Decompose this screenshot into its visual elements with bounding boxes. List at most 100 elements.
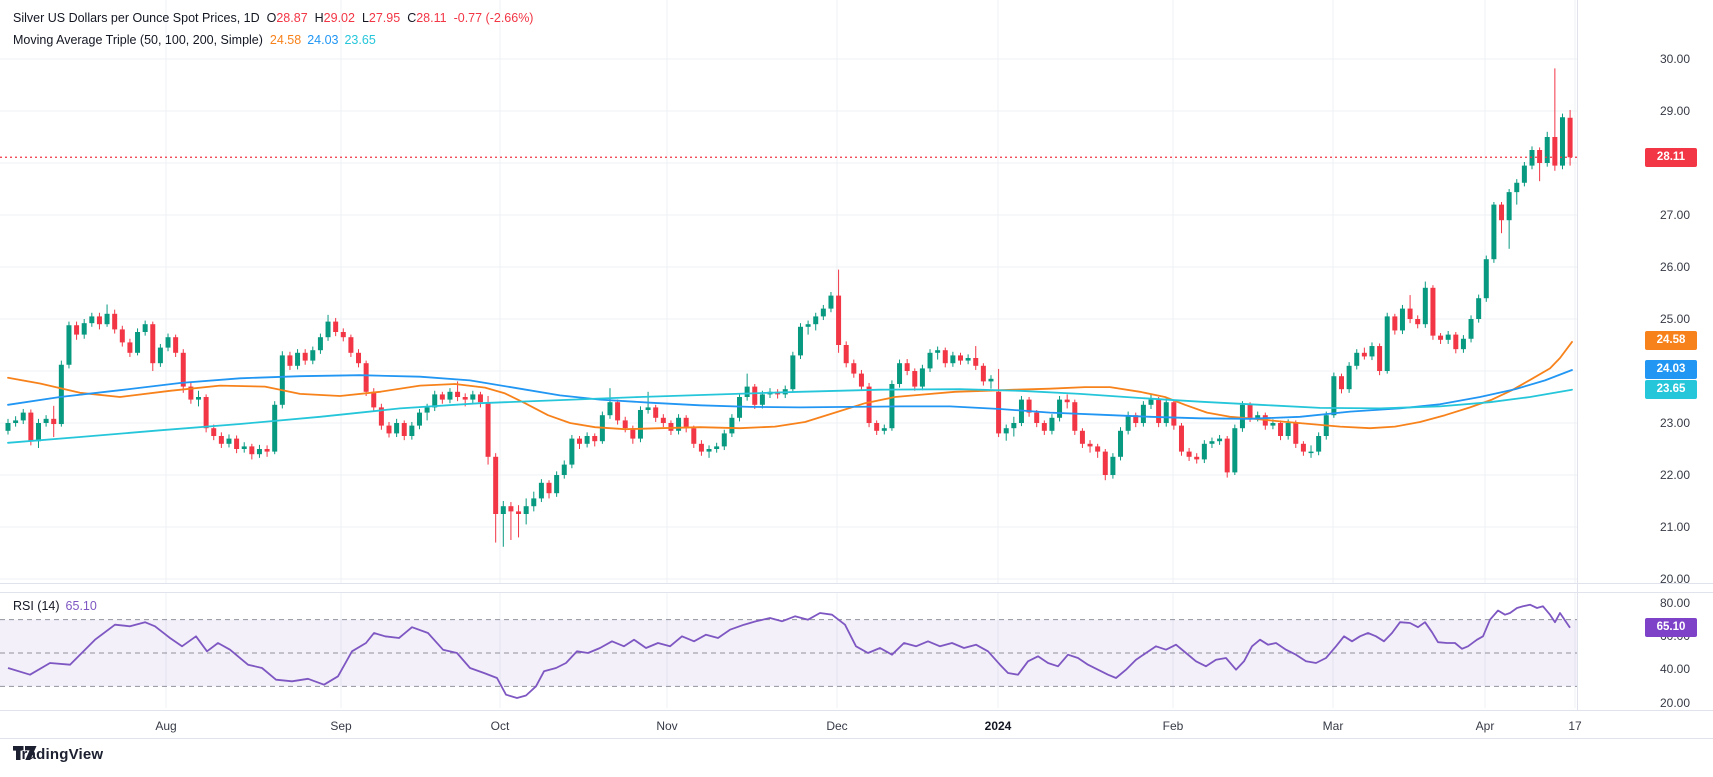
candle-body bbox=[1095, 446, 1101, 452]
candle-body bbox=[1064, 399, 1070, 403]
candle-body bbox=[173, 337, 179, 353]
pane-separator-top[interactable] bbox=[0, 583, 1713, 584]
rsi-line[interactable] bbox=[7, 603, 1571, 699]
ma-line-200[interactable] bbox=[7, 388, 1573, 444]
rsi-axis-label: 80.00 bbox=[1659, 595, 1690, 610]
candle-body bbox=[477, 394, 483, 403]
candle-body bbox=[1285, 423, 1291, 436]
low-label: L bbox=[361, 11, 369, 25]
ma-legend-row[interactable]: Moving Average Triple (50, 100, 200, Sim… bbox=[13, 32, 533, 48]
candle-body bbox=[851, 363, 857, 374]
candle-body bbox=[660, 417, 666, 423]
price-axis-border bbox=[1577, 0, 1578, 710]
candle-body bbox=[127, 342, 133, 353]
candle-body bbox=[714, 446, 720, 449]
candle-body bbox=[1331, 376, 1337, 416]
candle-body bbox=[1201, 443, 1207, 460]
candle-body bbox=[759, 394, 765, 405]
attribution-border bbox=[0, 738, 1713, 739]
rsi-legend-row[interactable]: RSI (14) 65.10 bbox=[13, 599, 97, 613]
candle-body bbox=[546, 482, 552, 494]
candle-body bbox=[1392, 316, 1398, 331]
candle-body bbox=[1438, 335, 1444, 340]
candle-body bbox=[211, 428, 217, 436]
candle-body bbox=[1537, 150, 1543, 163]
candle-body bbox=[1171, 402, 1177, 426]
time-axis-label: 17 bbox=[1568, 719, 1582, 733]
candle-body bbox=[1415, 319, 1421, 325]
candle-body bbox=[744, 386, 750, 397]
candlestick-series[interactable] bbox=[5, 68, 1573, 547]
candle-body bbox=[1316, 436, 1322, 452]
candle-body bbox=[950, 355, 956, 364]
symbol-legend-row[interactable]: Silver US Dollars per Ounce Spot Prices,… bbox=[13, 10, 533, 26]
candle-body bbox=[470, 394, 476, 400]
time-axis-label: Dec bbox=[826, 719, 848, 733]
candle-body bbox=[1209, 441, 1215, 444]
candle-body bbox=[1125, 415, 1131, 431]
candle-body bbox=[500, 506, 506, 514]
candle-body bbox=[135, 332, 141, 353]
candle-body bbox=[1118, 430, 1124, 457]
candle-body bbox=[1399, 308, 1405, 331]
candle-body bbox=[523, 506, 529, 514]
candle-body bbox=[904, 363, 910, 371]
candle-body bbox=[1384, 316, 1390, 371]
candle-body bbox=[1559, 117, 1565, 166]
candle-body bbox=[554, 475, 560, 494]
candle-body bbox=[409, 425, 415, 436]
candle-body bbox=[706, 449, 712, 452]
pane-separator-bottom[interactable] bbox=[0, 592, 1713, 593]
tradingview-attribution[interactable]: TradingView bbox=[13, 746, 103, 763]
rsi-pane[interactable] bbox=[0, 619, 1577, 687]
candle-body bbox=[683, 417, 689, 429]
candle-body bbox=[1140, 404, 1146, 423]
close-label: C bbox=[407, 11, 417, 25]
candle-body bbox=[813, 316, 819, 325]
candle-body bbox=[165, 337, 171, 348]
candle-body bbox=[1483, 259, 1489, 299]
candle-body bbox=[630, 428, 636, 439]
time-axis-label: Nov bbox=[656, 719, 678, 733]
candle-body bbox=[1369, 346, 1375, 357]
candle-body bbox=[424, 407, 430, 413]
price-badge: 28.11 bbox=[1645, 147, 1697, 167]
candle-body bbox=[1224, 438, 1230, 473]
price-axis-label: 29.00 bbox=[1659, 103, 1690, 118]
candle-body bbox=[1300, 443, 1306, 452]
candle-body bbox=[935, 350, 941, 353]
time-axis-label: Oct bbox=[490, 719, 510, 733]
candle-body bbox=[196, 397, 201, 400]
candle-body bbox=[150, 324, 156, 364]
price-axis-label: 27.00 bbox=[1659, 207, 1690, 222]
change-value: -0.77 (-2.66%) bbox=[453, 11, 534, 25]
ma-line-50[interactable] bbox=[7, 341, 1573, 431]
time-axis-label: Aug bbox=[155, 719, 177, 733]
ma-line-100[interactable] bbox=[7, 369, 1573, 420]
open-label: O bbox=[266, 11, 277, 25]
candle-body bbox=[942, 350, 948, 364]
time-axis-label: Feb bbox=[1162, 719, 1184, 733]
symbol-title: Silver US Dollars per Ounce Spot Prices,… bbox=[13, 11, 260, 25]
candle-body bbox=[1133, 415, 1139, 423]
candle-body bbox=[416, 412, 422, 426]
candle-body bbox=[455, 391, 461, 397]
symbol-legend[interactable]: Silver US Dollars per Ounce Spot Prices,… bbox=[13, 10, 533, 54]
candle-body bbox=[805, 324, 811, 327]
candle-body bbox=[348, 337, 354, 353]
price-axis-label: 22.00 bbox=[1659, 467, 1690, 482]
candle-body bbox=[1217, 438, 1223, 442]
candle-body bbox=[264, 449, 270, 452]
candle-body bbox=[279, 355, 285, 405]
candle-body bbox=[874, 423, 880, 431]
candle-body bbox=[1003, 428, 1009, 434]
candle-body bbox=[302, 352, 308, 361]
candle-body bbox=[1445, 334, 1451, 340]
candle-body bbox=[43, 418, 49, 423]
candle-body bbox=[592, 436, 598, 442]
candle-body bbox=[988, 378, 994, 382]
candle-body bbox=[462, 397, 468, 400]
candle-body bbox=[607, 402, 613, 416]
